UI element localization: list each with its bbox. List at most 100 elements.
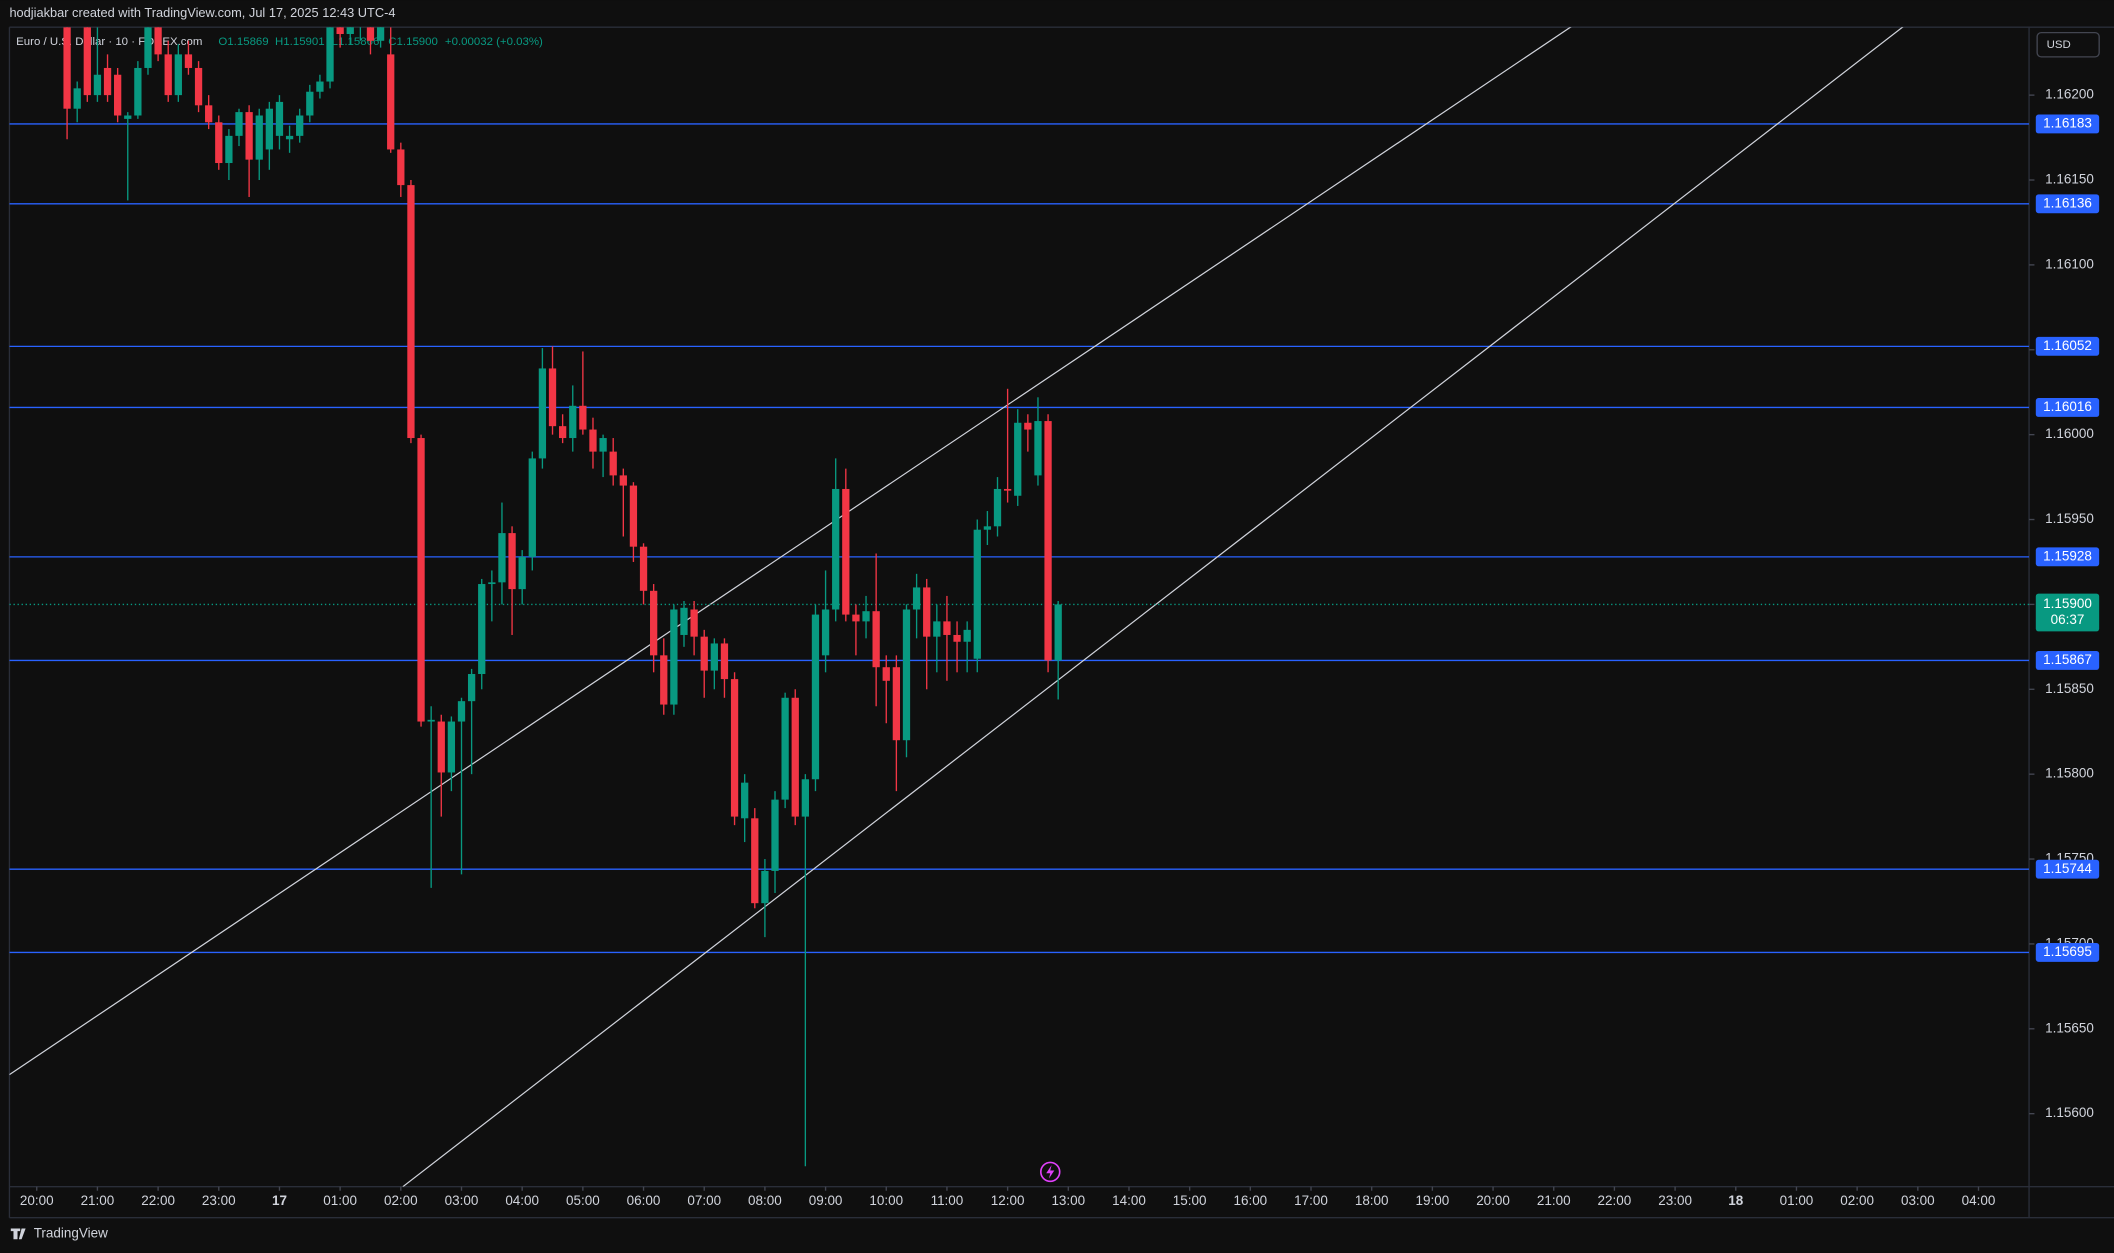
- x-tick-label: 19:00: [1416, 1193, 1450, 1208]
- candle-body: [275, 101, 284, 136]
- candle-body: [660, 655, 668, 705]
- candle-body: [872, 611, 880, 668]
- candle-body: [953, 634, 961, 642]
- candle-body: [892, 667, 901, 741]
- x-tick-label: 16:00: [1233, 1193, 1267, 1208]
- candle-body: [882, 667, 890, 681]
- candle-body: [417, 438, 425, 722]
- candle-body: [518, 556, 526, 590]
- candle-body: [1014, 422, 1022, 496]
- candle-body: [821, 609, 830, 656]
- trend-line: [9, 27, 1572, 1076]
- x-tick-label: 21:00: [81, 1193, 115, 1208]
- x-tick-label: 04:00: [1962, 1193, 1996, 1208]
- x-tick-label: 01:00: [1780, 1193, 1814, 1208]
- level-label: 1.16052: [2043, 338, 2092, 353]
- candle-body: [781, 697, 789, 800]
- last-price-label: 1.15900: [2043, 596, 2092, 611]
- candle-body: [376, 27, 385, 41]
- level-label-box: [2035, 336, 2100, 356]
- candle-body: [933, 621, 941, 637]
- y-tick-label: 1.15800: [2045, 766, 2094, 781]
- candle-body: [993, 488, 1002, 527]
- x-tick-label: 01:00: [323, 1193, 357, 1208]
- candle-body: [609, 451, 617, 476]
- candle-body: [154, 27, 162, 55]
- y-tick-label: 1.16000: [2045, 426, 2094, 441]
- candle-body: [73, 88, 81, 109]
- candle-body: [387, 54, 395, 150]
- candle-body: [730, 679, 739, 817]
- candle-body: [467, 674, 476, 702]
- legend: Euro / U.S. Dollar · 10 · FOREX.com O1.15…: [16, 36, 543, 48]
- candle-body: [205, 105, 213, 123]
- x-tick-label: 06:00: [627, 1193, 661, 1208]
- last-price-box: [2035, 593, 2100, 632]
- candle-body: [255, 115, 263, 160]
- x-tick-label: 07:00: [687, 1193, 721, 1208]
- candle-body: [397, 149, 405, 186]
- level-label: 1.15928: [2043, 548, 2092, 563]
- candle-body: [144, 27, 152, 68]
- x-tick-label: 23:00: [1658, 1193, 1692, 1208]
- candle-body: [194, 67, 203, 106]
- x-tick-label: 10:00: [869, 1193, 903, 1208]
- candle-body: [963, 629, 971, 642]
- x-tick-label: 21:00: [1537, 1193, 1571, 1208]
- x-tick-label: 02:00: [1840, 1193, 1874, 1208]
- x-tick-label: 18:00: [1355, 1193, 1389, 1208]
- candle-body: [902, 609, 911, 741]
- x-tick-label: 08:00: [748, 1193, 782, 1208]
- candle-body: [326, 27, 334, 82]
- candle-body: [629, 485, 638, 547]
- candle-body: [306, 91, 314, 116]
- x-tick-label: 12:00: [991, 1193, 1025, 1208]
- candle-body: [103, 67, 112, 96]
- x-tick-label: 23:00: [202, 1193, 236, 1208]
- candle-body: [316, 81, 324, 92]
- legend-high: H1.15901: [275, 36, 325, 48]
- candle-body: [215, 122, 223, 164]
- candle-body: [1003, 488, 1012, 491]
- currency-button[interactable]: [2036, 31, 2100, 58]
- x-tick-label: 11:00: [931, 1193, 964, 1208]
- candle-body: [832, 488, 840, 610]
- candle-body: [235, 112, 243, 136]
- candle-body: [1044, 421, 1052, 661]
- candle-body: [457, 701, 466, 722]
- candle-body: [245, 112, 253, 160]
- candle-body: [579, 405, 587, 430]
- level-label-box: [2035, 859, 2100, 879]
- candle-body: [548, 368, 557, 427]
- candle-body: [751, 818, 759, 904]
- candle-body: [1034, 421, 1042, 476]
- alert-icon[interactable]: [1040, 1161, 1061, 1183]
- candle-body: [336, 27, 344, 35]
- x-tick-label: 02:00: [384, 1193, 418, 1208]
- level-label: 1.15867: [2043, 652, 2092, 667]
- candle-body: [690, 609, 698, 637]
- legend-change: +0.00032 (+0.03%): [445, 36, 543, 48]
- candle-body: [366, 27, 375, 41]
- candle-body: [407, 185, 415, 439]
- brand-logo: [10, 1228, 26, 1240]
- x-tick-label: 05:00: [566, 1193, 600, 1208]
- level-label-box: [2035, 114, 2100, 134]
- candle-body: [296, 115, 304, 136]
- x-tick-label: 15:00: [1173, 1193, 1207, 1208]
- candle-body: [912, 587, 921, 610]
- y-tick-label: 1.16100: [2045, 256, 2094, 271]
- candle-body: [680, 607, 688, 635]
- y-tick-label: 1.15650: [2045, 1020, 2094, 1035]
- credit: hodjiakbar created with TradingView.com,…: [9, 5, 395, 20]
- x-tick-label: 14:00: [1112, 1193, 1146, 1208]
- brand: TradingView: [34, 1225, 108, 1240]
- legend-close: C1.15900: [388, 36, 438, 48]
- candle-body: [558, 426, 567, 439]
- candle-body: [478, 584, 486, 675]
- y-tick-label: 1.15950: [2045, 511, 2094, 526]
- candle-body: [124, 115, 132, 119]
- level-label-box: [2035, 398, 2100, 417]
- y-tick-label: 1.16200: [2045, 87, 2094, 102]
